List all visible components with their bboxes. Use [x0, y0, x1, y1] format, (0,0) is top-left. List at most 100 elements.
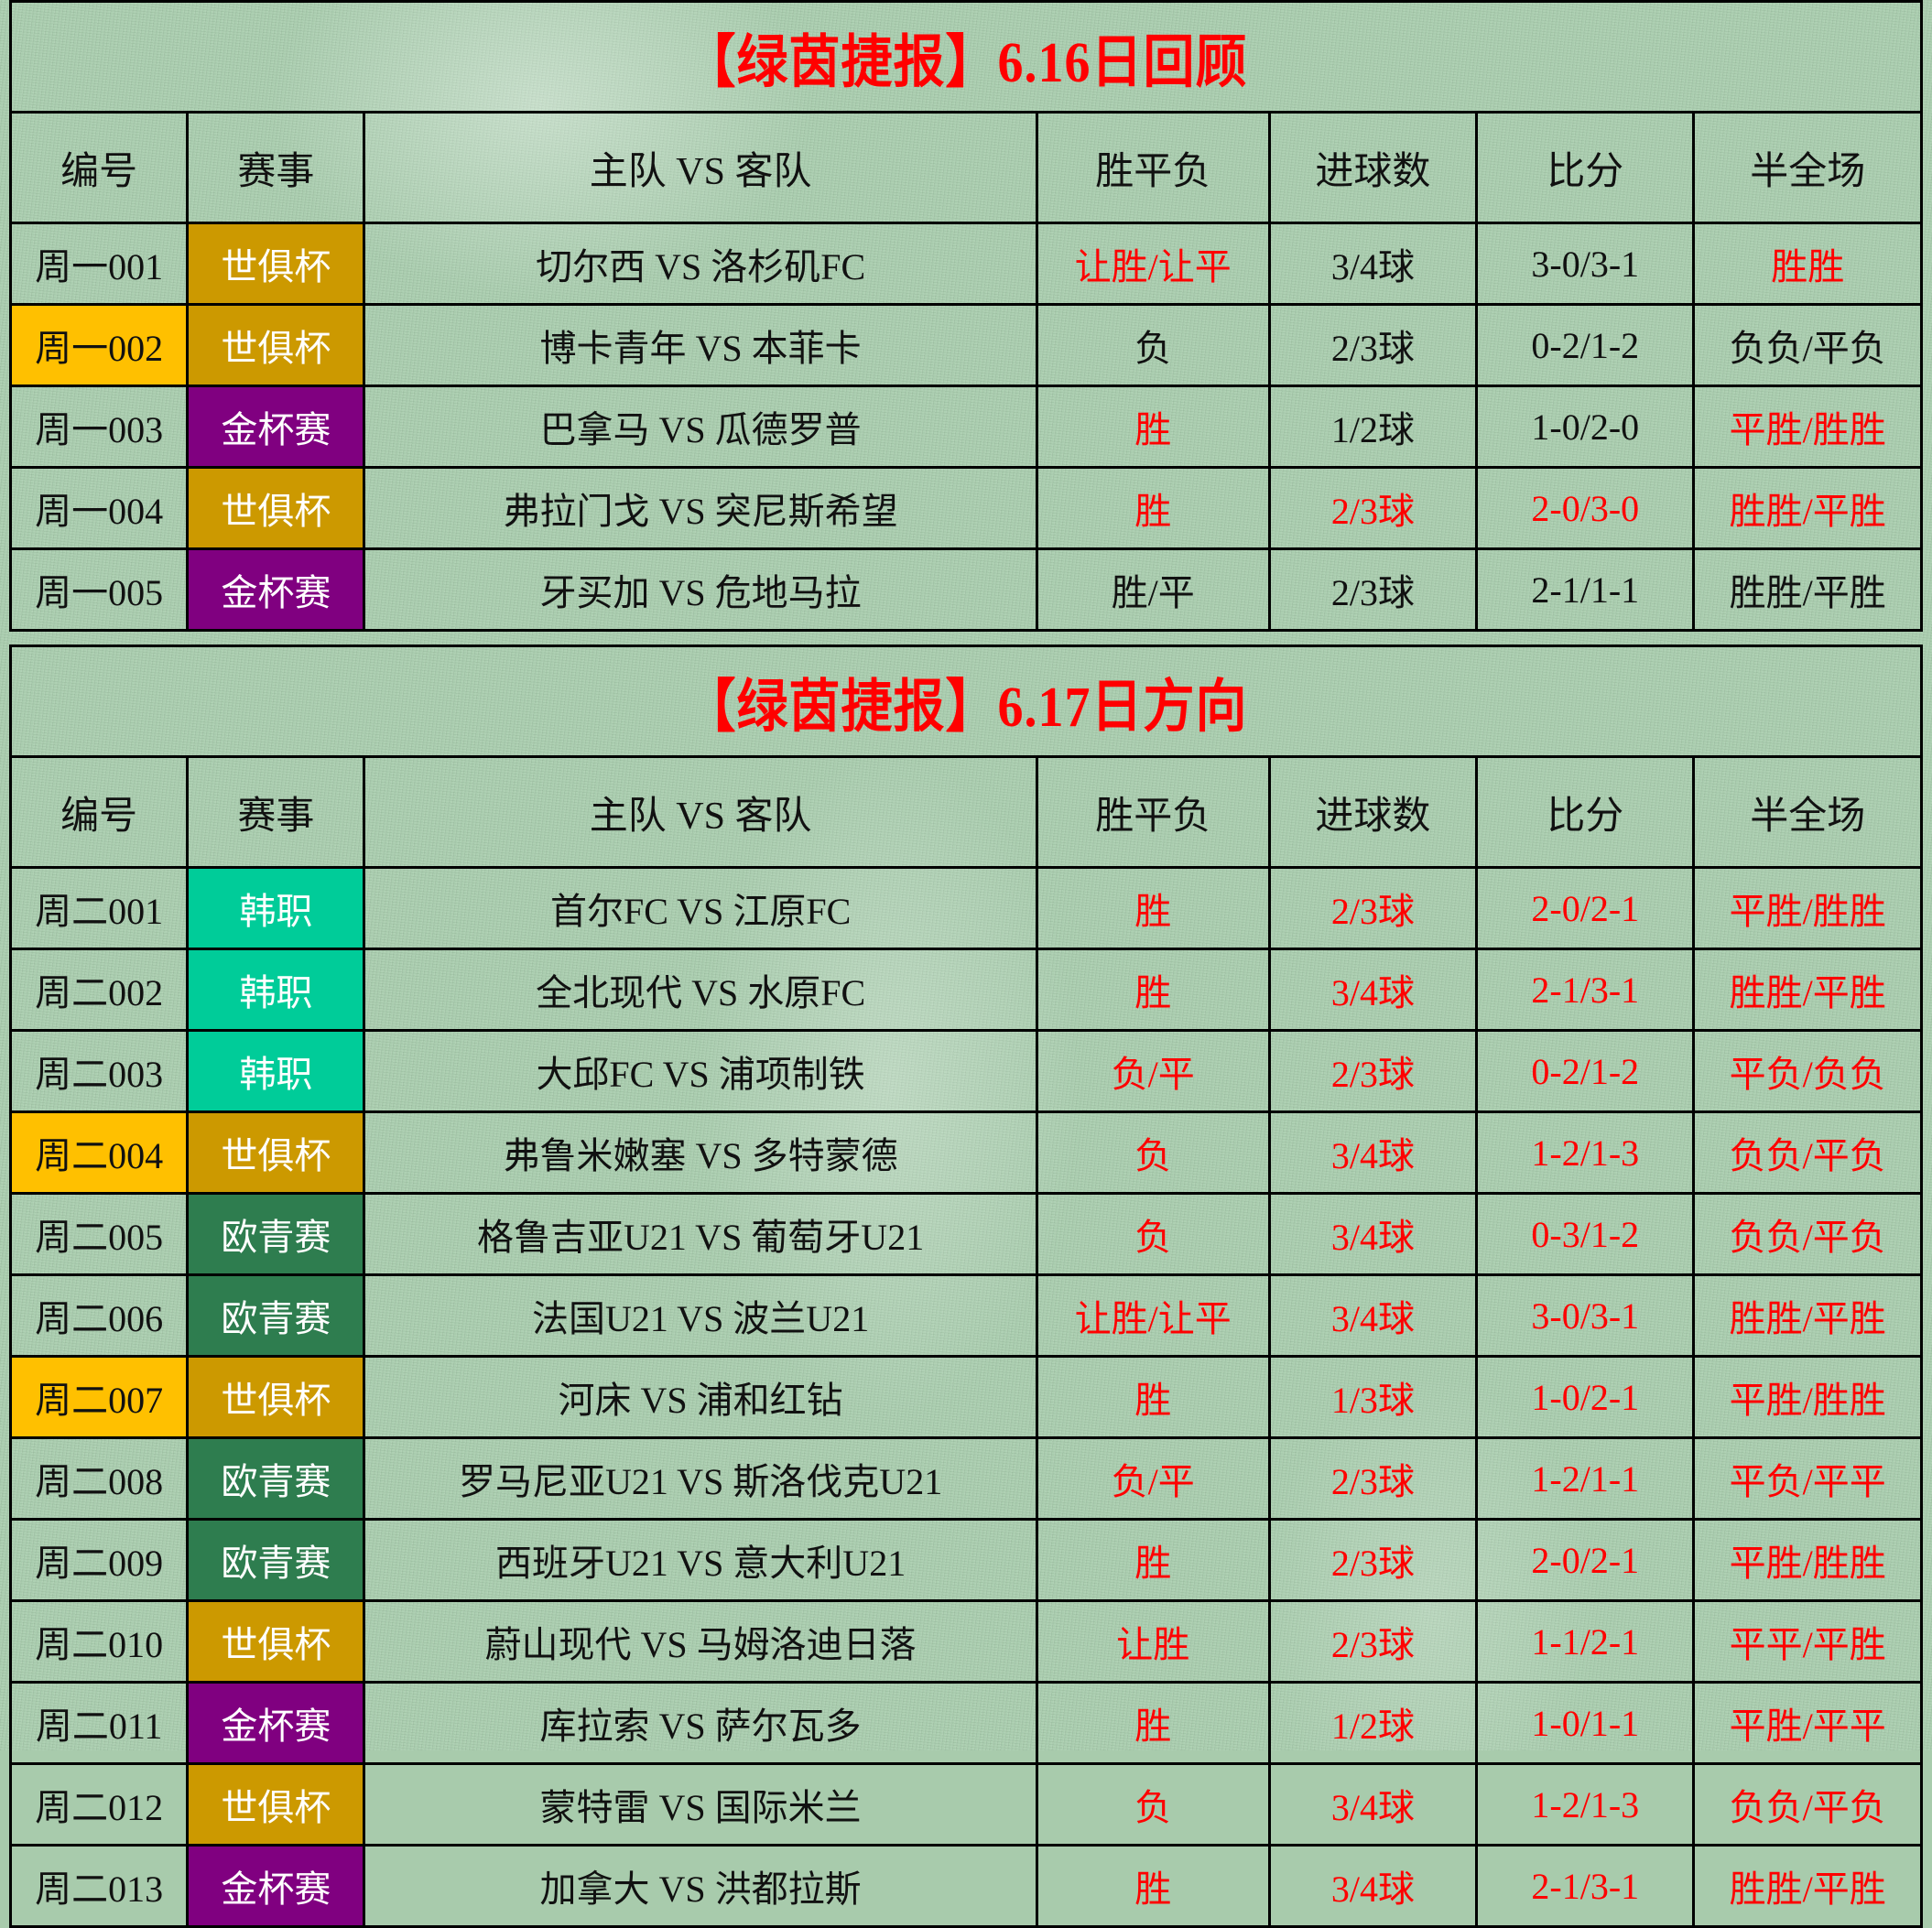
cell-score: 1-1/2-1 [1475, 1599, 1696, 1684]
table-row: 周二008 欧青赛 罗马尼亚U21 VS 斯洛伐克U21 负/平 2/3球 1-2/1-1… [8, 1436, 1923, 1521]
cell-league: 世俱杯 [186, 466, 366, 550]
table-row: 周一004 世俱杯 弗拉门戈 VS 突尼斯希望胜 2/3球 2-0/3-0 胜胜/平胜 [8, 466, 1923, 550]
recap-body: 周一001 世俱杯 切尔西 VS 洛杉矶FC 让胜/让平 3/4球 3-0/3-1 胜胜 周一… [8, 222, 1923, 632]
cell-id: 周二008 [8, 1436, 190, 1521]
cell-league: 韩职 [186, 866, 366, 950]
cell-match: 罗马尼亚U21 VS 斯洛伐克U21 [363, 1436, 1038, 1521]
forecast-banner-row: 【绿茵捷报】6.17日方向 [9, 644, 1923, 758]
cell-score: 1-0/2-1 [1475, 1355, 1696, 1439]
table-row: 周二002 韩职 全北现代 VS 水原FC 胜 3/4球 2-1/3-1 胜胜/平胜 [8, 948, 1923, 1032]
cell-score: 2-0/2-1 [1475, 866, 1696, 950]
forecast-table: 【绿茵捷报】6.17日方向 编号 赛事 主队 VS 客队 胜平负 进球数 比分 … [8, 644, 1923, 1928]
cell-spf: 胜 [1035, 948, 1271, 1032]
cell-match: 蒙特雷 VS 国际米兰 [363, 1762, 1038, 1847]
header-spf: 胜平负 [1035, 111, 1271, 224]
cell-spf: 胜 [1035, 1681, 1271, 1765]
cell-match: 巴拿马 VS 瓜德罗普 [363, 385, 1038, 469]
cell-match: 法国U21 VS 波兰U21 [363, 1273, 1038, 1358]
cell-half: 负负/平负 [1692, 1110, 1923, 1195]
cell-id: 周二003 [8, 1029, 190, 1113]
cell-match: 牙买加 VS 危地马拉 [363, 547, 1038, 632]
cell-half: 负负/平负 [1692, 1192, 1923, 1276]
cell-league: 欧青赛 [186, 1518, 366, 1602]
cell-match: 加拿大 VS 洪都拉斯 [363, 1844, 1038, 1928]
header-score: 比分 [1475, 755, 1696, 869]
cell-league: 欧青赛 [186, 1436, 366, 1521]
cell-spf: 胜 [1035, 466, 1271, 550]
cell-goals: 2/3球 [1267, 547, 1479, 632]
cell-goals: 2/3球 [1267, 466, 1479, 550]
table-row: 周一001 世俱杯 切尔西 VS 洛杉矶FC 让胜/让平 3/4球 3-0/3-1 胜胜 [8, 222, 1923, 306]
table-row: 周一005 金杯赛 牙买加 VS 危地马拉 胜/平 2/3球 2-1/1-1 胜胜/平胜 [8, 547, 1923, 632]
header-id: 编号 [8, 111, 190, 224]
cell-league: 世俱杯 [186, 1110, 366, 1195]
table-row: 周二001 韩职 首尔FC VS 江原FC 胜 2/3球 2-0/2-1 平胜/胜胜 [8, 866, 1923, 950]
cell-spf: 负 [1035, 303, 1271, 387]
table-row: 周二009 欧青赛 西班牙U21 VS 意大利U21 胜 2/3球 2-0/2-1 平胜/胜… [8, 1518, 1923, 1602]
cell-half: 平胜/胜胜 [1692, 866, 1923, 950]
header-goals: 进球数 [1267, 111, 1479, 224]
cell-goals: 1/2球 [1267, 385, 1479, 469]
table-row: 周二007 世俱杯 河床 VS 浦和红钻胜 1/3球 1-0/2-1 平胜/胜胜 [8, 1355, 1923, 1439]
cell-goals: 2/3球 [1267, 866, 1479, 950]
cell-league: 世俱杯 [186, 303, 366, 387]
cell-match: 蔚山现代 VS 马姆洛迪日落 [363, 1599, 1038, 1684]
table-row: 周一003 金杯赛 巴拿马 VS 瓜德罗普胜 1/2球 1-0/2-0 平胜/胜胜 [8, 385, 1923, 469]
cell-goals: 3/4球 [1267, 222, 1479, 306]
table-row: 周二004 世俱杯 弗鲁米嫩塞 VS 多特蒙德负 3/4球 1-2/1-3 负负/平负 [8, 1110, 1923, 1195]
cell-id: 周二012 [8, 1762, 190, 1847]
cell-id: 周一001 [8, 222, 190, 306]
cell-spf: 胜 [1035, 1355, 1271, 1439]
forecast-banner: 【绿茵捷报】6.17日方向 [9, 644, 1923, 758]
cell-id: 周一004 [8, 466, 190, 550]
cell-goals: 2/3球 [1267, 1436, 1479, 1521]
cell-match: 全北现代 VS 水原FC [363, 948, 1038, 1032]
cell-goals: 1/2球 [1267, 1681, 1479, 1765]
table-row: 周二005 欧青赛 格鲁吉亚U21 VS 葡萄牙U21 负 3/4球 0-3/1-2 负负/… [8, 1192, 1923, 1276]
cell-league: 金杯赛 [186, 1681, 366, 1765]
cell-half: 平负/负负 [1692, 1029, 1923, 1113]
cell-score: 1-0/2-0 [1475, 385, 1696, 469]
recap-banner-text: 【绿茵捷报】6.16日回顾 [684, 30, 1248, 94]
header-half: 半全场 [1692, 755, 1923, 869]
table-row: 周二003 韩职 大邱FC VS 浦项制铁 负/平 2/3球 0-2/1-2 平负/负负 [8, 1029, 1923, 1113]
header-half: 半全场 [1692, 111, 1923, 224]
cell-id: 周二013 [8, 1844, 190, 1928]
cell-id: 周一003 [8, 385, 190, 469]
header-score: 比分 [1475, 111, 1696, 224]
recap-header-row: 编号 赛事 主队 VS 客队 胜平负 进球数 比分 半全场 [8, 111, 1923, 224]
cell-half: 胜胜/平胜 [1692, 1273, 1923, 1358]
cell-match: 库拉索 VS 萨尔瓦多 [363, 1681, 1038, 1765]
header-match: 主队 VS 客队 [363, 755, 1038, 869]
cell-half: 负负/平负 [1692, 1762, 1923, 1847]
cell-match: 弗鲁米嫩塞 VS 多特蒙德 [363, 1110, 1038, 1195]
cell-score: 2-0/2-1 [1475, 1518, 1696, 1602]
cell-id: 周二004 [8, 1110, 190, 1195]
cell-spf: 胜 [1035, 1844, 1271, 1928]
cell-league: 世俱杯 [186, 1599, 366, 1684]
cell-half: 胜胜/平胜 [1692, 1844, 1923, 1928]
cell-goals: 3/4球 [1267, 1762, 1479, 1847]
cell-score: 1-2/1-3 [1475, 1762, 1696, 1847]
table-row: 周二010 世俱杯 蔚山现代 VS 马姆洛迪日落 让胜 2/3球 1-1/2-1 平平/平胜 [8, 1599, 1923, 1684]
cell-id: 周二002 [8, 948, 190, 1032]
cell-score: 1-0/1-1 [1475, 1681, 1696, 1765]
table-row: 周二013 金杯赛 加拿大 VS 洪都拉斯胜 3/4球 2-1/3-1 胜胜/平胜 [8, 1844, 1923, 1928]
cell-goals: 3/4球 [1267, 1110, 1479, 1195]
header-match: 主队 VS 客队 [363, 111, 1038, 224]
cell-match: 格鲁吉亚U21 VS 葡萄牙U21 [363, 1192, 1038, 1276]
recap-banner: 【绿茵捷报】6.16日回顾 [9, 0, 1923, 114]
table-row: 周二012 世俱杯 蒙特雷 VS 国际米兰负 3/4球 1-2/1-3 负负/平负 [8, 1762, 1923, 1847]
recap-banner-row: 【绿茵捷报】6.16日回顾 [9, 0, 1923, 114]
cell-league: 金杯赛 [186, 385, 366, 469]
sheet-root: 【绿茵捷报】6.16日回顾 编号 赛事 主队 VS 客队 胜平负 进球数 比分 … [8, 0, 1923, 1928]
cell-match: 河床 VS 浦和红钻 [363, 1355, 1038, 1439]
cell-half: 平胜/胜胜 [1692, 385, 1923, 469]
header-goals: 进球数 [1267, 755, 1479, 869]
cell-score: 3-0/3-1 [1475, 1273, 1696, 1358]
cell-spf: 让胜/让平 [1035, 222, 1271, 306]
cell-league: 金杯赛 [186, 547, 366, 632]
cell-id: 周二011 [8, 1681, 190, 1765]
cell-score: 1-2/1-3 [1475, 1110, 1696, 1195]
cell-id: 周二009 [8, 1518, 190, 1602]
